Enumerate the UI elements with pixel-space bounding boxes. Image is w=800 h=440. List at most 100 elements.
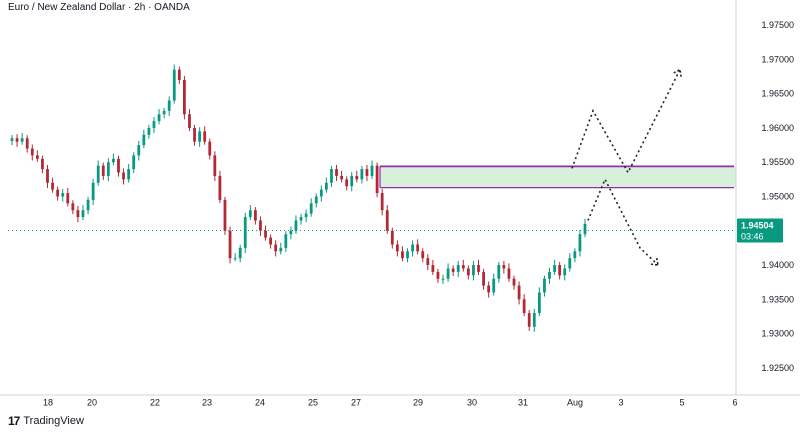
candle-body	[254, 210, 257, 221]
candle-body	[76, 210, 80, 218]
candle	[218, 170, 222, 204]
time-tick-label: 29	[413, 397, 423, 407]
price-tag-countdown: 03:46	[741, 231, 764, 241]
candle-body	[193, 127, 196, 142]
candle	[380, 188, 384, 216]
candle-body	[492, 278, 496, 293]
candle-body	[385, 210, 389, 231]
candle	[25, 135, 29, 153]
candle	[177, 66, 181, 85]
candle	[167, 96, 171, 116]
candle	[86, 196, 90, 215]
candle-body	[91, 182, 95, 200]
axis-layer: 1.97500 1.97000 1.96500 1.96000 1.95500 1.950…	[0, 0, 800, 407]
candle	[142, 129, 146, 149]
candle-body	[162, 110, 166, 115]
candle	[193, 124, 196, 146]
candle	[51, 177, 54, 193]
candle	[106, 158, 110, 182]
time-tick-label: 27	[351, 397, 361, 407]
candle-body	[299, 217, 303, 221]
candle-body	[183, 79, 186, 115]
candle	[157, 109, 161, 125]
candle	[233, 253, 237, 262]
candle	[456, 260, 460, 278]
candle-body	[46, 169, 49, 183]
time-tick-label: 25	[308, 397, 318, 407]
candle	[81, 205, 85, 221]
candle-body	[573, 251, 577, 259]
candle-body	[563, 268, 567, 276]
candle	[385, 205, 389, 234]
candle-body	[441, 278, 445, 280]
candle	[502, 260, 506, 274]
candle-body	[188, 114, 191, 128]
candle-body	[309, 203, 313, 214]
candle-body	[223, 199, 227, 231]
candle-body	[421, 251, 425, 259]
price-tick-label: 1.93500	[761, 294, 794, 304]
candle-body	[401, 251, 404, 259]
candle-body	[61, 193, 65, 197]
candle-body	[411, 244, 414, 252]
candle-body	[472, 265, 475, 276]
candle-body	[487, 285, 491, 293]
candle-body	[81, 210, 85, 218]
candle	[522, 294, 526, 317]
candle	[563, 264, 567, 281]
candle	[527, 309, 531, 331]
candle	[213, 151, 217, 182]
candle-body	[122, 172, 125, 180]
candle-body	[269, 237, 273, 245]
candle-body	[426, 258, 430, 266]
candle-body	[147, 127, 151, 135]
candle-body	[243, 217, 247, 248]
price-tick-label: 1.95500	[761, 157, 794, 167]
candle-body	[213, 155, 217, 176]
candle	[264, 225, 267, 241]
candle-body	[330, 169, 333, 183]
time-tick-label: 18	[43, 397, 53, 407]
candle	[269, 234, 273, 249]
candle-body	[20, 138, 24, 142]
candle	[304, 209, 308, 223]
candle	[279, 242, 283, 255]
candle	[487, 281, 491, 298]
candle-body	[395, 244, 399, 252]
candle	[365, 164, 369, 182]
candle	[188, 109, 191, 132]
candle-body	[548, 271, 551, 279]
candle-body	[137, 145, 141, 156]
candle-body	[112, 158, 115, 163]
candle-body	[507, 268, 511, 279]
candle-body	[25, 138, 29, 149]
time-tick-label: 23	[202, 397, 212, 407]
candle-body	[355, 175, 359, 180]
candle-body	[279, 247, 283, 252]
price-tag-value: 1.94504	[741, 220, 774, 230]
candle-body	[335, 169, 338, 176]
candle	[56, 186, 60, 201]
candle-body	[198, 131, 202, 142]
candle-body	[461, 265, 465, 269]
candle	[492, 273, 496, 296]
candle	[416, 239, 420, 255]
candle	[578, 230, 582, 257]
candle-body	[294, 220, 298, 231]
candle-body	[157, 114, 161, 122]
candle-body	[431, 265, 435, 272]
candle-body	[568, 258, 572, 269]
candle-body	[96, 165, 100, 183]
candle-body	[416, 244, 420, 252]
candle	[208, 138, 212, 160]
candle-body	[10, 138, 14, 141]
candle-body	[532, 313, 536, 327]
tradingview-logo-icon: 17	[8, 414, 20, 428]
candle-body	[203, 131, 207, 142]
candle	[583, 218, 587, 238]
candle-body	[324, 182, 328, 190]
candle-body	[375, 165, 379, 194]
